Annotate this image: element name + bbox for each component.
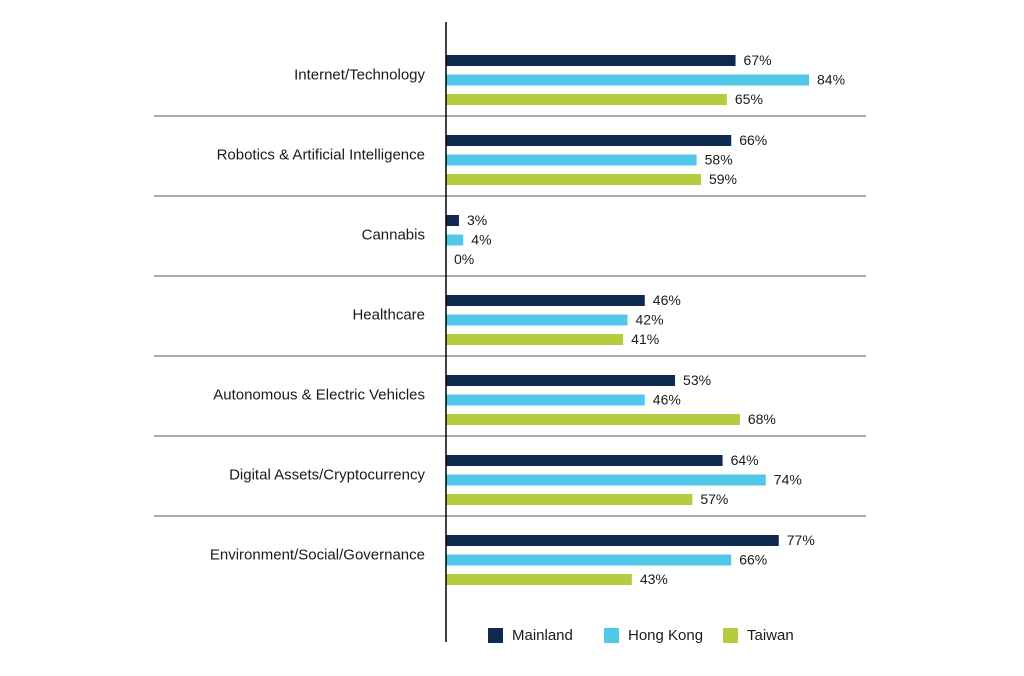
data-label: 57% (700, 491, 728, 507)
bar-hong-kong (446, 394, 645, 406)
bar-mainland (446, 215, 459, 226)
bar-taiwan (446, 494, 693, 505)
bar-mainland (446, 455, 723, 466)
bar-taiwan (446, 414, 740, 425)
data-label: 53% (683, 372, 711, 388)
bar-mainland (446, 535, 779, 546)
bar-hong-kong (446, 234, 464, 246)
data-label: 41% (631, 331, 659, 347)
category-label: Robotics & Artificial Intelligence (217, 146, 425, 163)
category-label: Healthcare (352, 306, 425, 323)
data-label: 68% (748, 411, 776, 427)
legend-label: Hong Kong (628, 627, 703, 644)
data-label: 84% (817, 72, 845, 88)
bar-mainland (446, 295, 645, 306)
bar-taiwan (446, 174, 701, 185)
bar-taiwan (446, 334, 624, 345)
data-label: 46% (653, 392, 681, 408)
data-label: 0% (454, 251, 474, 267)
legend-swatch (723, 628, 738, 643)
bar-mainland (446, 375, 676, 386)
category-label: Internet/Technology (294, 66, 425, 83)
data-label: 46% (653, 292, 681, 308)
data-label: 66% (739, 132, 767, 148)
bar-mainland (446, 135, 732, 146)
data-label: 65% (735, 91, 763, 107)
legend-swatch (604, 628, 619, 643)
legend-swatch (488, 628, 503, 643)
bar-hong-kong (446, 154, 697, 166)
data-label: 67% (744, 52, 772, 68)
data-label: 66% (739, 552, 767, 568)
category-label: Cannabis (362, 226, 425, 243)
bar-hong-kong (446, 314, 628, 326)
category-label: Digital Assets/Cryptocurrency (229, 466, 425, 483)
data-label: 64% (731, 452, 759, 468)
labels: Internet/Technology 67% 84% 65% Robotics & A… (210, 52, 845, 587)
bar-mainland (446, 55, 736, 66)
bar-taiwan (446, 94, 727, 105)
data-label: 74% (774, 472, 802, 488)
data-label: 77% (787, 532, 815, 548)
bar-hong-kong (446, 74, 809, 86)
legend-label: Mainland (512, 627, 573, 644)
legend-label: Taiwan (747, 627, 794, 644)
data-label: 42% (636, 312, 664, 328)
bar-hong-kong (446, 554, 732, 566)
data-label: 3% (467, 212, 487, 228)
bars (446, 55, 809, 585)
bar-taiwan (446, 574, 632, 585)
data-label: 4% (471, 232, 491, 248)
data-label: 59% (709, 171, 737, 187)
bar-hong-kong (446, 474, 766, 486)
data-label: 58% (705, 152, 733, 168)
category-separators (154, 115, 866, 517)
category-label: Autonomous & Electric Vehicles (213, 386, 425, 403)
data-label: 43% (640, 571, 668, 587)
legend: Mainland Hong Kong Taiwan (488, 627, 794, 644)
category-label: Environment/Social/Governance (210, 546, 425, 563)
